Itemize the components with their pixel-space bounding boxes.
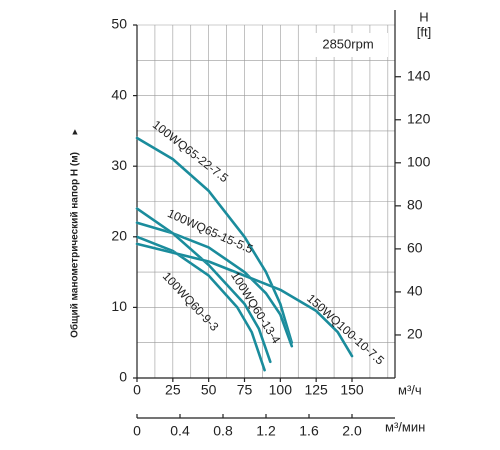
- y2-tick-label: 120: [407, 110, 431, 126]
- y2-tick-label: 60: [407, 240, 423, 256]
- y-tick-label: 30: [111, 157, 127, 173]
- y2-tick-label: 80: [407, 197, 423, 213]
- x2-tick-label: 0.8: [213, 423, 233, 439]
- annotation: 2850rpm: [322, 36, 373, 51]
- x-tick-label: 125: [304, 382, 328, 398]
- y-axis-arrow: ▲: [71, 126, 80, 136]
- y-tick-label: 20: [111, 228, 127, 244]
- x-axis-unit: м³/ч: [398, 382, 422, 397]
- x-tick-label: 25: [165, 382, 181, 398]
- curve-label: 150WQ100-10-7.5: [304, 291, 387, 368]
- y2-tick-label: 140: [407, 67, 431, 83]
- y2-tick-label: 100: [407, 154, 431, 170]
- y-tick-label: 10: [111, 298, 127, 314]
- x-tick-label: 100: [269, 382, 293, 398]
- x2-axis-unit: м³/мин: [385, 419, 425, 434]
- y2-tick-label: 40: [407, 283, 423, 299]
- x2-tick-label: 0: [133, 423, 141, 439]
- y-tick-label: 0: [119, 369, 127, 385]
- y2-tick-label: 20: [407, 326, 423, 342]
- x-tick-label: 150: [340, 382, 364, 398]
- x-tick-label: 75: [237, 382, 253, 398]
- y2-axis-unit: [ft]: [417, 24, 431, 39]
- curve: [135, 207, 272, 364]
- x2-tick-label: 2.0: [342, 423, 362, 439]
- x-tick-label: 0: [133, 382, 141, 398]
- x2-tick-label: 1.6: [299, 423, 319, 439]
- x2-tick-label: 1.2: [256, 423, 276, 439]
- curve: [135, 136, 294, 344]
- annotation-box: [308, 33, 388, 57]
- x2-tick-label: 0.4: [170, 423, 190, 439]
- curve: [135, 235, 266, 372]
- y-axis-label: Общий манометрический напор H (м): [69, 152, 81, 338]
- y-tick-label: 40: [111, 86, 127, 102]
- y2-axis-label: H: [419, 9, 428, 24]
- curve: [135, 242, 354, 358]
- y-tick-label: 50: [111, 16, 127, 32]
- x-tick-label: 50: [201, 382, 217, 398]
